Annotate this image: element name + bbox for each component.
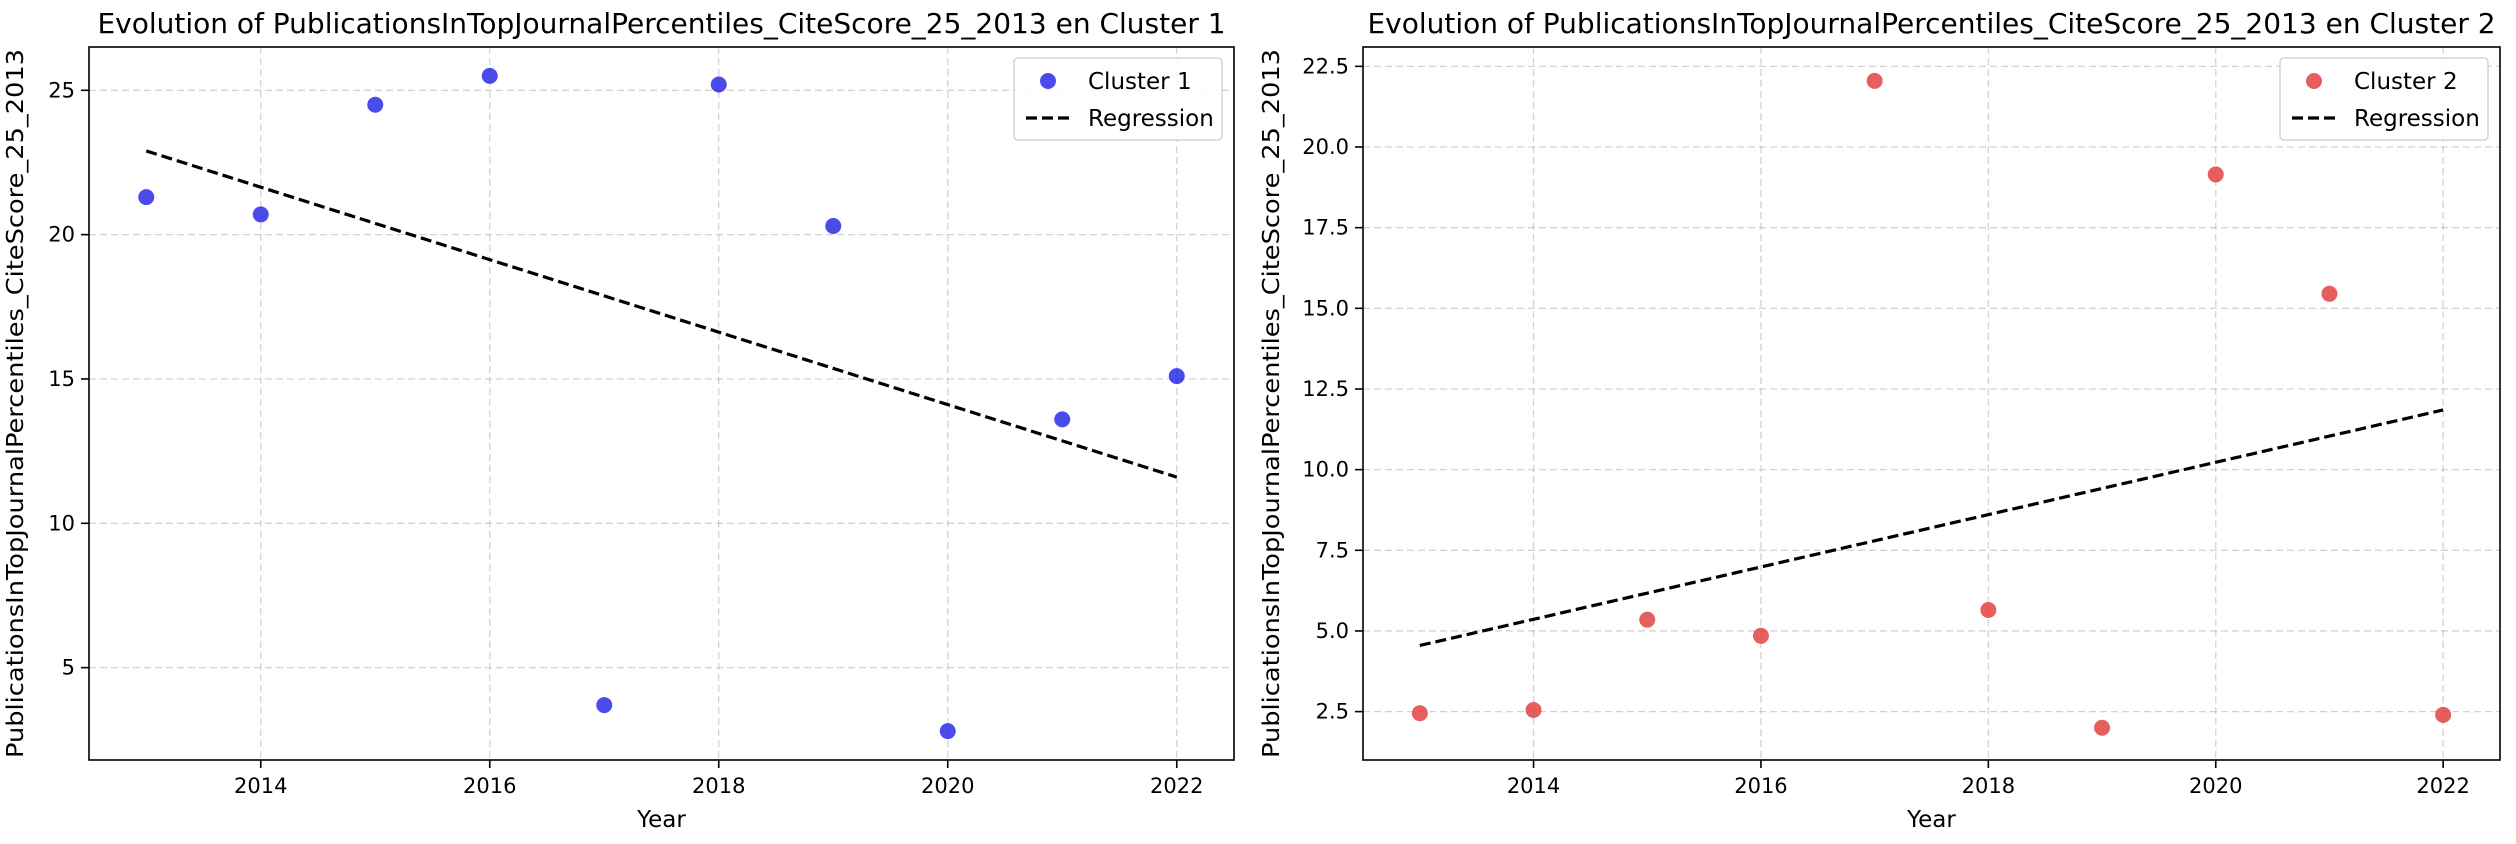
x-tick-label: 2016 xyxy=(463,774,516,798)
legend: Cluster 2 Regression xyxy=(2279,57,2489,141)
chart-title: Evolution of PublicationsInTopJournalPer… xyxy=(97,7,1225,40)
legend-marker-swatch xyxy=(2306,73,2322,89)
x-tick-label: 2022 xyxy=(2416,774,2469,798)
data-point xyxy=(710,76,727,93)
regression-line xyxy=(145,149,1178,479)
x-tick-label: 2020 xyxy=(2189,774,2242,798)
y-tick-label: 25 xyxy=(48,78,75,102)
x-tick-label: 2016 xyxy=(1734,774,1787,798)
x-tick-label: 2022 xyxy=(1150,774,1203,798)
data-point xyxy=(825,217,842,234)
data-point xyxy=(939,723,956,740)
y-tick-label: 20.0 xyxy=(1302,135,1349,159)
regression-line xyxy=(1419,408,2444,648)
data-point xyxy=(367,96,384,113)
chart-panel-2: 2014 2016 2018 2020 2022 2.5 5.0 7.5 10.0 12.5 15.… xyxy=(1259,7,2501,833)
y-tick-label: 17.5 xyxy=(1302,216,1349,240)
legend-label: Regression xyxy=(1088,106,1214,132)
legend-label: Regression xyxy=(2354,106,2480,132)
x-tick-label: 2018 xyxy=(1962,774,2015,798)
y-tick-label: 15.0 xyxy=(1302,296,1349,320)
data-point xyxy=(2207,166,2224,183)
plot-frame xyxy=(88,46,1235,761)
data-point xyxy=(1639,611,1656,628)
data-point xyxy=(596,697,613,714)
data-point xyxy=(138,189,155,206)
y-tick-label: 10.0 xyxy=(1302,458,1349,482)
data-point xyxy=(1752,627,1769,644)
legend-label: Cluster 1 xyxy=(1088,69,1192,95)
data-point xyxy=(1866,72,1883,89)
legend-label: Cluster 2 xyxy=(2354,69,2458,95)
y-tick-label: 5.0 xyxy=(1316,619,1349,643)
legend: Cluster 1 Regression xyxy=(1013,57,1223,141)
x-tick-label: 2014 xyxy=(1507,774,1560,798)
data-point xyxy=(481,67,498,84)
y-tick-label: 12.5 xyxy=(1302,377,1349,401)
data-point xyxy=(2094,719,2111,736)
x-axis-label: Year xyxy=(1906,807,1956,833)
x-tick-label: 2018 xyxy=(692,774,745,798)
chart-panel-1: 2014 2016 2018 2020 2022 5 10 15 20 25 Evolution o… xyxy=(3,7,1235,833)
x-axis-label: Year xyxy=(636,807,686,833)
x-tick-label: 2020 xyxy=(921,774,974,798)
data-point xyxy=(1168,368,1185,385)
data-point xyxy=(1054,411,1071,428)
y-tick-label: 2.5 xyxy=(1316,700,1349,724)
data-point xyxy=(2435,706,2452,723)
y-axis-label: PublicationsInTopJournalPercentiles_Cite… xyxy=(3,49,29,758)
y-tick-label: 7.5 xyxy=(1316,538,1349,562)
y-tick-label: 15 xyxy=(48,367,75,391)
data-point xyxy=(252,206,269,223)
plot-frame xyxy=(1362,46,2501,761)
data-point xyxy=(1411,705,1428,722)
chart-title: Evolution of PublicationsInTopJournalPer… xyxy=(1367,7,2495,40)
data-point xyxy=(2321,285,2338,302)
y-tick-label: 10 xyxy=(48,511,75,535)
x-tick-label: 2014 xyxy=(234,774,287,798)
data-point xyxy=(1525,701,1542,718)
y-axis-label: PublicationsInTopJournalPercentiles_Cite… xyxy=(1259,49,1285,758)
y-tick-label: 5 xyxy=(62,656,75,680)
data-point xyxy=(1980,601,1997,618)
y-tick-label: 22.5 xyxy=(1302,54,1349,78)
y-tick-label: 20 xyxy=(48,223,75,247)
legend-marker-swatch xyxy=(1040,73,1056,89)
